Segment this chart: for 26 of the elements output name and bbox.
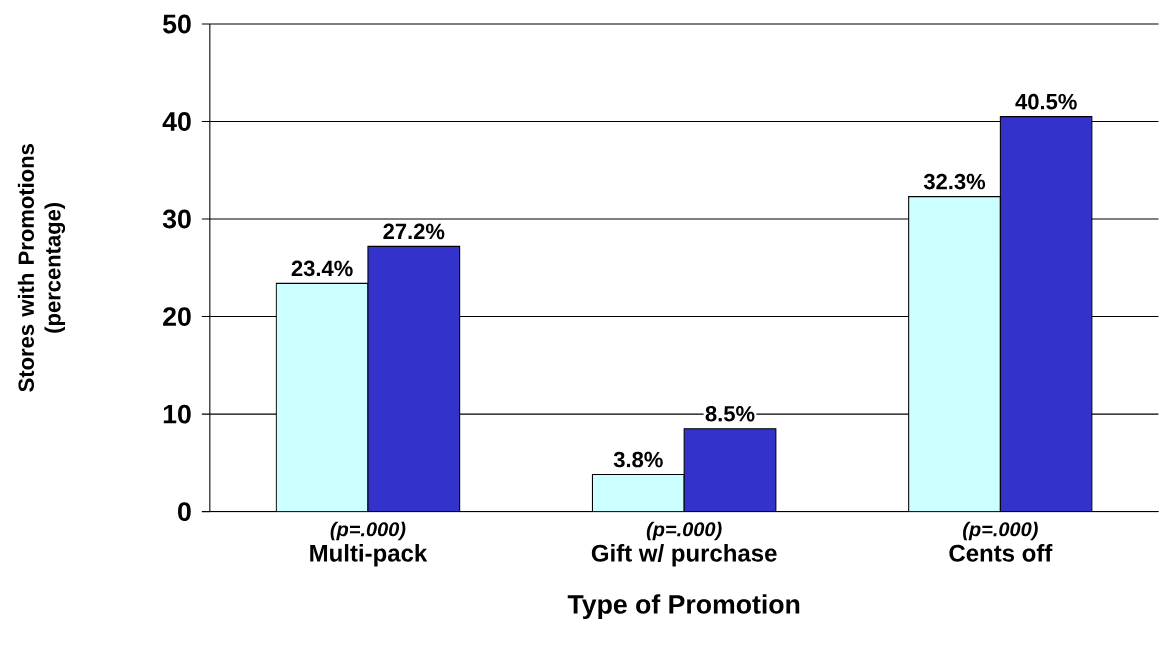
data-label: 8.5% bbox=[705, 406, 755, 422]
data-label: 23.4% bbox=[291, 260, 353, 277]
y-tick-label: 0 bbox=[178, 502, 191, 522]
y-tick-label: 10 bbox=[163, 404, 191, 424]
y-tick-label: 30 bbox=[162, 209, 191, 229]
y-tick-label: 50 bbox=[162, 14, 191, 34]
bar bbox=[591, 474, 685, 512]
bar bbox=[999, 116, 1093, 512]
x-tick-label: Cents off bbox=[949, 544, 1053, 562]
bar bbox=[367, 246, 461, 512]
x-tick-label: Multi-pack bbox=[310, 544, 428, 567]
text: (p=.000) bbox=[646, 521, 722, 541]
text: (p=.000) bbox=[963, 521, 1038, 541]
x-tick-label: Gift w/ purchase bbox=[591, 544, 777, 567]
bar bbox=[683, 428, 777, 512]
data-label: 40.5% bbox=[1015, 94, 1077, 110]
text: (p=.000) bbox=[330, 521, 406, 541]
y-tick-label: 40 bbox=[162, 112, 191, 132]
data-label: 32.3% bbox=[923, 174, 986, 190]
data-label: 3.8% bbox=[613, 451, 663, 468]
y-axis-title: Stores with Promotions (percentage) bbox=[17, 144, 66, 392]
data-label: 27.2% bbox=[383, 223, 445, 240]
bar bbox=[275, 283, 369, 512]
x-axis-title: Type of Promotion bbox=[567, 594, 800, 620]
y-tick-label: 20 bbox=[163, 307, 191, 327]
bar bbox=[908, 196, 1001, 512]
